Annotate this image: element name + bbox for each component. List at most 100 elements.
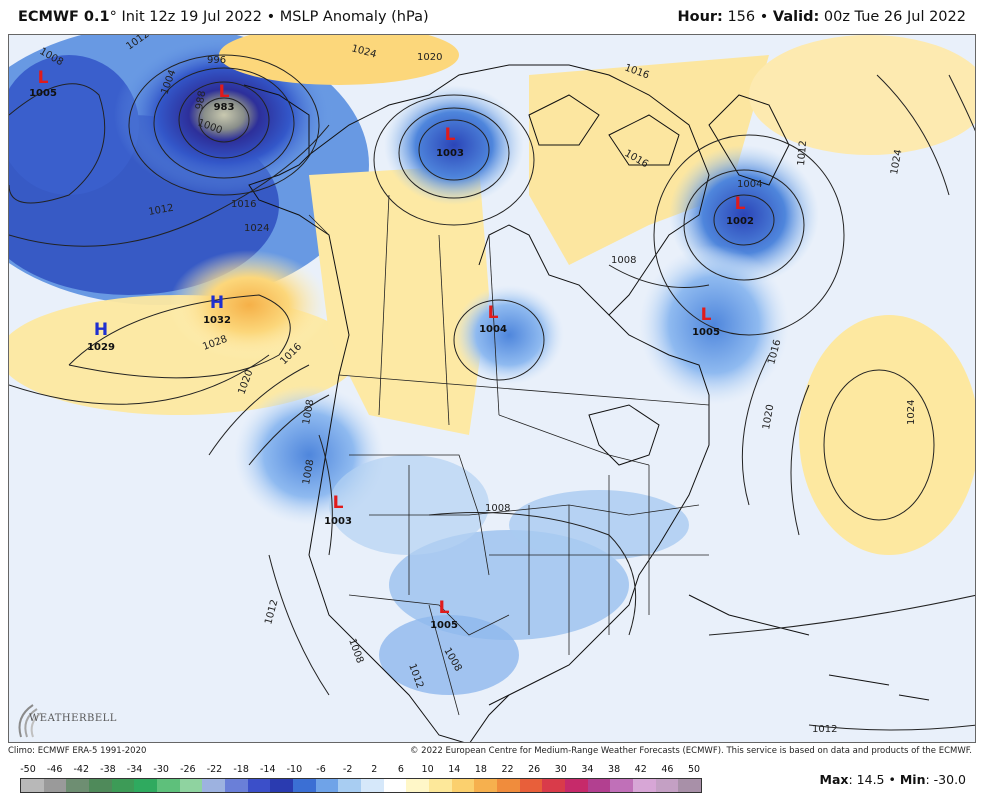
svg-text:L: L	[445, 125, 456, 145]
max-min-readout: Max: 14.5 • Min: -30.0	[819, 772, 966, 787]
svg-text:1002: 1002	[726, 216, 754, 227]
climo-note: Climo: ECMWF ERA-5 1991-2020	[8, 746, 147, 756]
colorbar-swatch	[406, 779, 430, 792]
low-marker: L 1005	[692, 305, 720, 338]
contour-label: 1008	[301, 459, 316, 486]
svg-text:L: L	[439, 598, 450, 618]
weather-map: 1008 1012 996 1004 988 1000 1016 1024 10…	[8, 34, 976, 743]
svg-text:H: H	[210, 293, 224, 313]
pressure-systems: L 1005 L 983 L 1003 L 1002 H 1032 H 1029	[29, 68, 754, 631]
colorbar-swatch	[519, 779, 543, 792]
colorbar-tick-label: 2	[371, 764, 378, 775]
borders	[308, 194, 710, 716]
colorbar-swatch	[89, 779, 112, 792]
colorbar-tick-label: -30	[153, 764, 169, 775]
svg-text:1005: 1005	[430, 620, 458, 631]
colorbar-tick-label: 18	[474, 764, 487, 775]
header-left: ECMWF 0.1° Init 12z 19 Jul 2022 • MSLP A…	[18, 9, 429, 25]
min-value: -30.0	[933, 772, 966, 787]
svg-text:L: L	[488, 303, 499, 323]
colorbar: -50 -46 -42 -38 -34 -30 -26 -22 -18 -14 -10 -6 -2 2 6 1…	[20, 764, 702, 794]
colorbar-tick-label: 50	[687, 764, 701, 775]
colorbar-swatch	[315, 779, 339, 792]
colorbar-swatch	[474, 779, 498, 792]
degree-sign: °	[109, 9, 117, 25]
contour-label: 1020	[417, 52, 442, 63]
colorbar-tick-label: 42	[634, 764, 647, 775]
colorbar-tick-label: 6	[397, 764, 404, 775]
colorbar-swatch	[361, 779, 384, 792]
isobars	[9, 54, 975, 731]
contour-label: 1016	[231, 199, 256, 210]
svg-text:1032: 1032	[203, 315, 231, 326]
colorbar-tick-label: -50	[20, 764, 36, 775]
colorbar-swatch	[497, 779, 520, 792]
colorbar-tick-label: -26	[180, 764, 196, 775]
contour-label: 1024	[889, 149, 904, 176]
svg-text:1003: 1003	[324, 516, 352, 527]
colorbar-swatch	[66, 779, 90, 792]
colorbar-swatch	[633, 779, 656, 792]
svg-text:983: 983	[214, 102, 235, 113]
svg-text:L: L	[38, 68, 49, 88]
colorbar-swatch	[678, 779, 702, 792]
colorbar-tick-label: -18	[233, 764, 249, 775]
colorbar-swatch	[587, 779, 611, 792]
valid-label: Valid:	[772, 9, 820, 25]
colorbar-swatch	[157, 779, 180, 792]
colorbar-swatch	[111, 779, 135, 792]
max-value: 14.5	[856, 772, 885, 787]
contour-label: 988	[194, 90, 208, 111]
colorbar-tick-label: -6	[316, 764, 326, 775]
svg-text:1029: 1029	[87, 342, 115, 353]
low-marker: L 1004	[479, 303, 507, 335]
chart-header: ECMWF 0.1° Init 12z 19 Jul 2022 • MSLP A…	[0, 0, 984, 34]
colorbar-tick-label: -10	[286, 764, 303, 775]
colorbar-tick-label: -34	[126, 764, 143, 775]
logo-text: WEATHERBELL	[29, 713, 117, 724]
anomaly-shading	[9, 35, 975, 742]
colorbar-swatch	[542, 779, 566, 792]
model-name: ECMWF 0.1	[18, 9, 110, 25]
low-marker: L 1002	[726, 194, 754, 227]
svg-text:L: L	[735, 194, 746, 214]
contour-label: 1012	[796, 140, 809, 166]
contour-label: 1008	[611, 255, 636, 266]
low-marker: L 1003	[436, 125, 464, 159]
colorbar-tick-label: -22	[206, 764, 223, 775]
colorbar-tick-label: 14	[448, 764, 461, 775]
map-svg: 1008 1012 996 1004 988 1000 1016 1024 10…	[9, 35, 975, 742]
high-marker: H 1029	[87, 320, 115, 353]
colorbar-tick-label: 46	[661, 764, 674, 775]
high-marker: H 1032	[203, 293, 231, 326]
colorbar-swatch	[270, 779, 294, 792]
colorbar-tick-label: -2	[342, 764, 353, 775]
colorbar-swatch	[429, 779, 452, 792]
field-name: MSLP Anomaly (hPa)	[279, 9, 429, 25]
min-label: Min	[899, 772, 926, 787]
hour-label: Hour:	[677, 9, 723, 25]
colorbar-swatch	[134, 779, 158, 792]
colorbar-swatch	[202, 779, 226, 792]
contour-label: 1008	[485, 503, 510, 514]
hour-value: 156	[727, 9, 756, 25]
header-bullet-2: •	[759, 9, 769, 25]
colorbar-swatch	[225, 779, 248, 792]
contour-label: 1012	[812, 724, 837, 735]
svg-text:1003: 1003	[436, 148, 464, 159]
svg-text:1004: 1004	[479, 324, 507, 335]
colorbar-ticks: -50 -46 -42 -38 -34 -30 -26 -22 -18 -14 -10 -6 -2 2 6 1…	[20, 764, 702, 777]
colorbar-tick-label: 26	[528, 764, 541, 775]
svg-text:1005: 1005	[692, 327, 720, 338]
svg-text:1005: 1005	[29, 88, 57, 99]
colorbar-tick-label: -38	[100, 764, 116, 775]
init-time: Init 12z 19 Jul 2022	[121, 9, 262, 25]
contour-label: 996	[207, 55, 226, 66]
max-label: Max	[819, 772, 849, 787]
colorbar-tick-label: 30	[554, 764, 567, 775]
weatherbell-logo	[18, 704, 42, 738]
low-marker: L 1003	[324, 493, 352, 527]
contour-label: 1024	[906, 400, 917, 425]
svg-text:H: H	[94, 320, 108, 340]
svg-text:L: L	[333, 493, 344, 513]
